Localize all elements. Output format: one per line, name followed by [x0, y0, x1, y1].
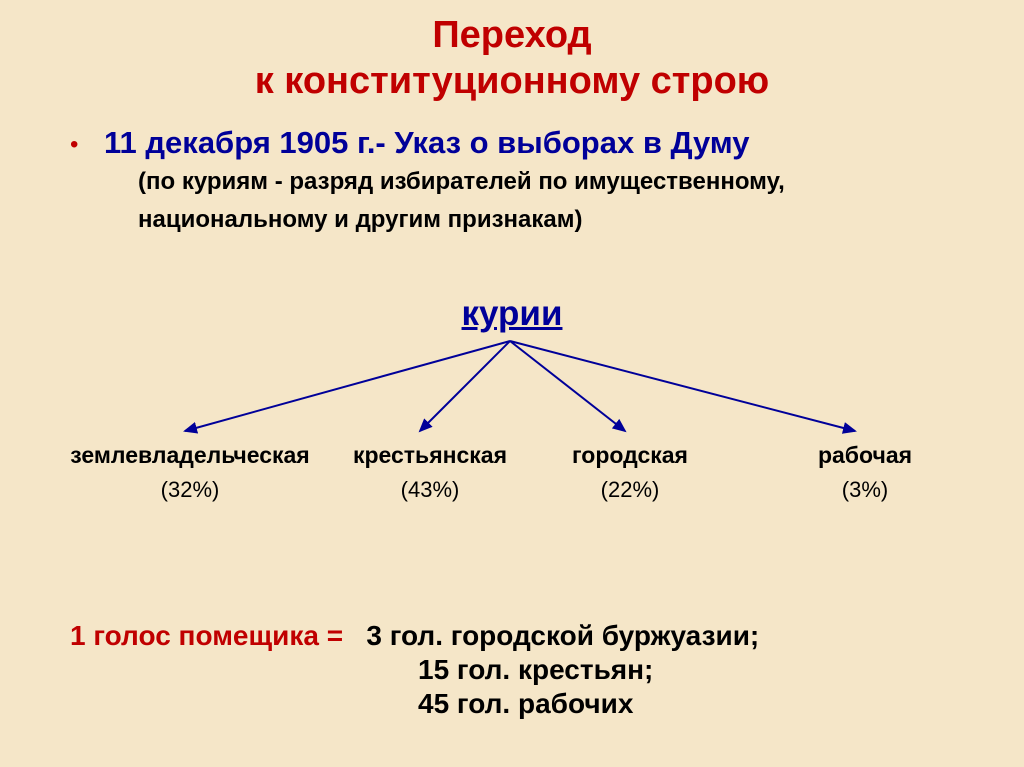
- tree-arrows: [0, 336, 1024, 446]
- tree-leaf: городская (22%): [550, 442, 710, 503]
- eq-right-2: 15 гол. крестьян;: [418, 654, 759, 686]
- leaf-pct: (43%): [340, 477, 520, 503]
- leaf-label: землевладельческая: [50, 442, 330, 469]
- decree-block: • 11 декабря 1905 г.- Указ о выборах в Д…: [70, 125, 950, 236]
- tree-leaf: землевладельческая (32%): [50, 442, 330, 503]
- leaf-pct: (22%): [550, 477, 710, 503]
- decree-desc-line2: национальному и другим признакам): [138, 203, 950, 237]
- slide-title-line2: к конституционному строю: [0, 60, 1024, 103]
- vote-equation: 1 голос помещика = 3 гол. городской бурж…: [70, 620, 759, 720]
- eq-right-3: 45 гол. рабочих: [418, 688, 759, 720]
- tree-root: курии: [0, 294, 1024, 334]
- tree-leaf: рабочая (3%): [800, 442, 930, 503]
- decree-date: 11 декабря 1905 г.- Указ о выборах в Дум…: [104, 125, 950, 161]
- bullet-icon: •: [70, 131, 78, 159]
- leaf-label: крестьянская: [340, 442, 520, 469]
- leaf-pct: (3%): [800, 477, 930, 503]
- leaf-pct: (32%): [50, 477, 330, 503]
- leaf-label: городская: [550, 442, 710, 469]
- slide-title-line1: Переход: [0, 14, 1024, 57]
- tree-leaf: крестьянская (43%): [340, 442, 520, 503]
- eq-left: 1 голос помещика =: [70, 620, 343, 652]
- eq-right-1: 3 гол. городской буржуазии;: [343, 620, 759, 652]
- leaf-label: рабочая: [800, 442, 930, 469]
- decree-desc-line1: (по куриям - разряд избирателей по имуще…: [138, 165, 950, 199]
